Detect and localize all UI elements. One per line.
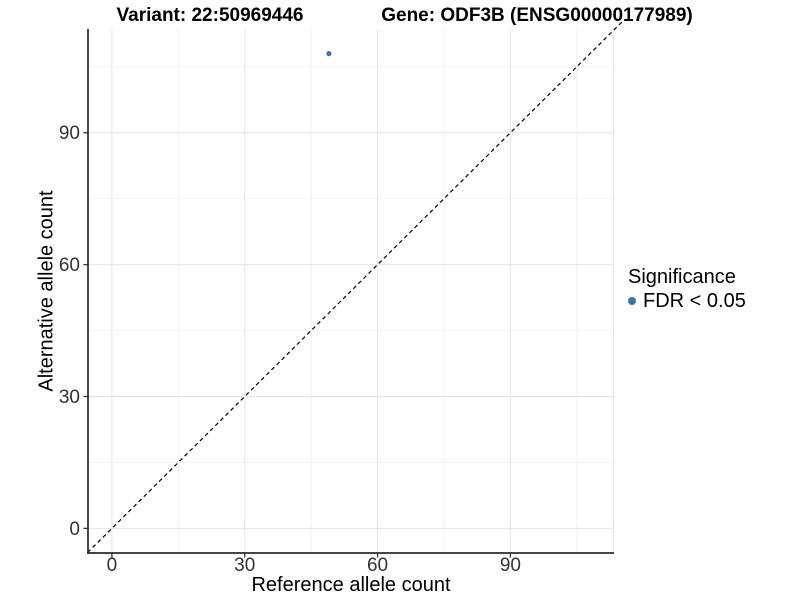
plot-title-variant: Variant: 22:50969446 (116, 5, 304, 26)
x-tick-label: 60 (367, 555, 388, 576)
x-tick-label: 90 (500, 555, 521, 576)
data-point (326, 51, 332, 57)
x-tick-label: 30 (234, 555, 255, 576)
plot-title-gene: Gene: ODF3B (ENSG00000177989) (381, 5, 693, 26)
legend-title: Significance (628, 266, 736, 288)
y-tick-label: 0 (69, 519, 80, 540)
legend-point-icon (628, 297, 636, 305)
x-tick-label: 0 (107, 555, 118, 576)
y-tick-label: 60 (59, 255, 80, 276)
legend: Significance FDR < 0.05 (628, 266, 746, 313)
identity-dashed-line (87, 20, 624, 553)
x-axis-title: Reference allele count (251, 574, 451, 596)
y-tick-label: 90 (59, 123, 80, 144)
legend-item-label: FDR < 0.05 (643, 289, 746, 312)
legend-item: FDR < 0.05 (628, 289, 746, 313)
y-tick-label: 30 (59, 387, 80, 408)
